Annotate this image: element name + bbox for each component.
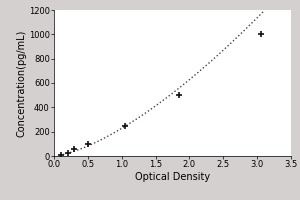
Y-axis label: Concentration(pg/mL): Concentration(pg/mL) <box>16 29 26 137</box>
X-axis label: Optical Density: Optical Density <box>135 172 210 182</box>
